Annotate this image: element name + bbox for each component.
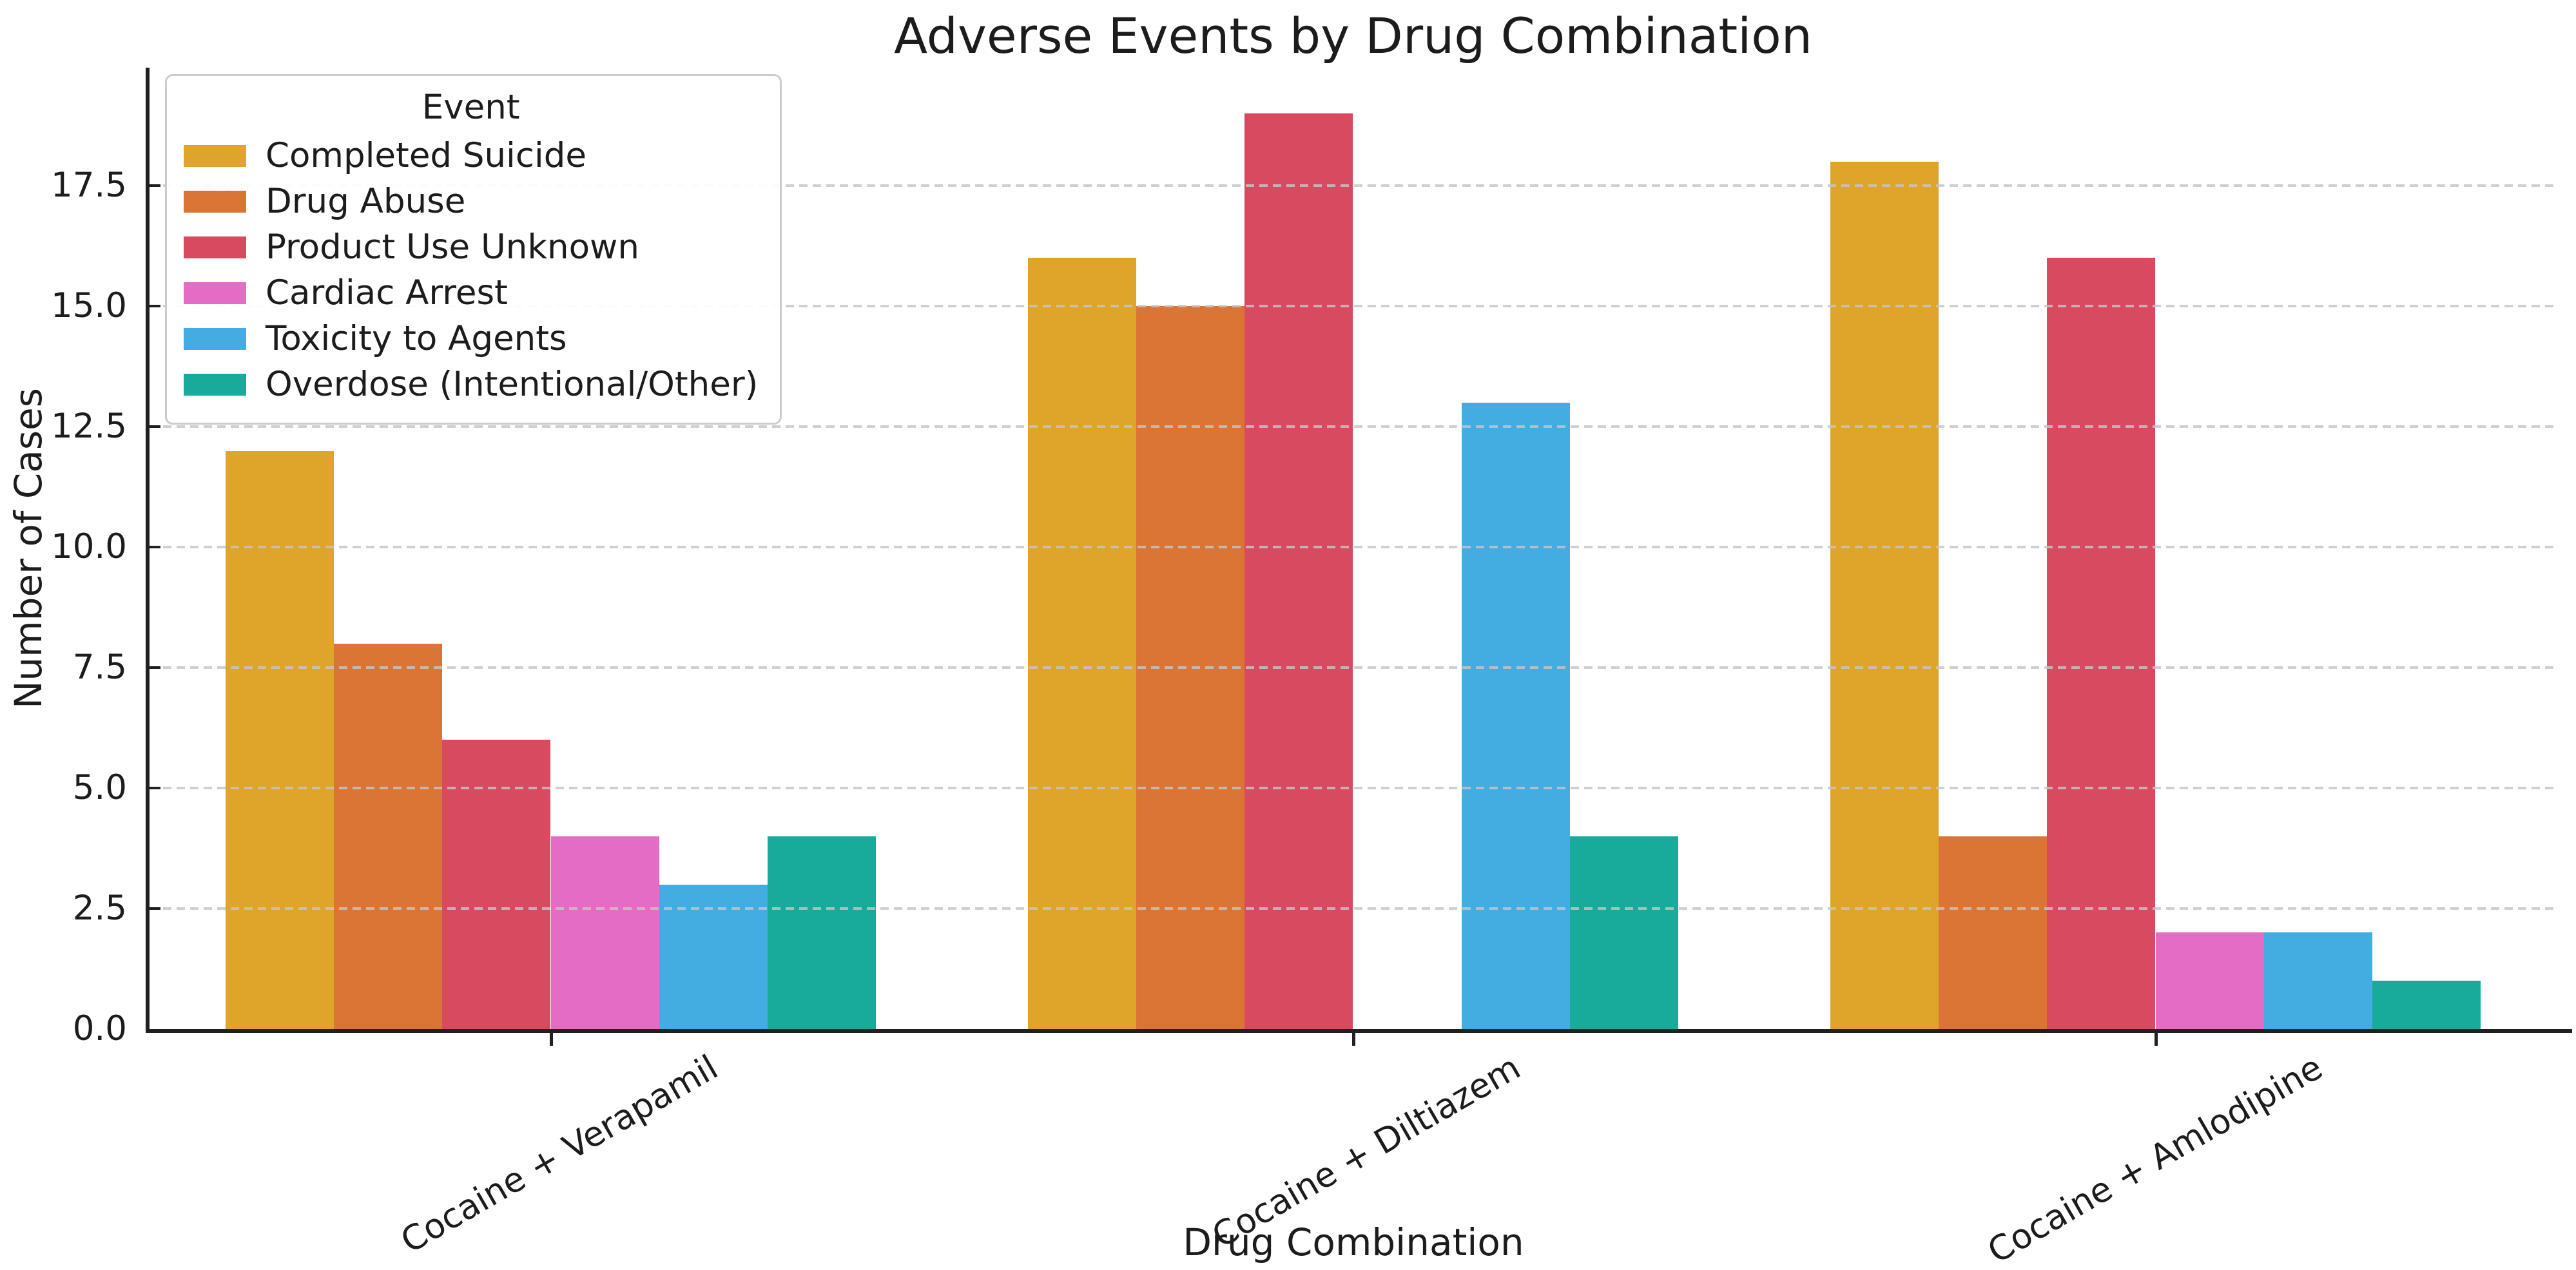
legend-item: Completed Suicide xyxy=(184,133,758,178)
bar xyxy=(442,740,551,1029)
legend-swatch xyxy=(184,327,246,350)
x-tick-label: Cocaine + Verapamil xyxy=(394,1048,725,1262)
y-tick-mark xyxy=(150,425,160,428)
x-tick-mark xyxy=(549,1033,553,1046)
bar-group xyxy=(1754,68,2557,1029)
bar xyxy=(1461,402,1570,1029)
legend-swatch xyxy=(184,282,246,304)
x-tick-label: Cocaine + Amlodipine xyxy=(1981,1048,2330,1270)
y-tick-label: 0.0 xyxy=(72,1009,127,1048)
legend-swatch xyxy=(184,373,246,396)
legend-item: Cardiac Arrest xyxy=(184,270,758,316)
y-tick-label: 7.5 xyxy=(72,648,127,688)
legend-item: Overdose (Intentional/Other) xyxy=(184,361,758,407)
bar xyxy=(226,450,334,1029)
bar xyxy=(767,836,876,1029)
legend-label: Product Use Unknown xyxy=(266,227,639,267)
legend-swatch xyxy=(184,144,246,167)
legend-label: Toxicity to Agents xyxy=(266,319,567,358)
bar xyxy=(550,836,659,1029)
bar xyxy=(2155,932,2264,1029)
legend-items: Completed Suicide Drug Abuse Product Use U… xyxy=(184,133,758,407)
bar xyxy=(1830,161,1939,1029)
legend-label: Cardiac Arrest xyxy=(266,273,508,313)
y-tick-label: 10.0 xyxy=(50,527,127,567)
legend-title: Event xyxy=(421,88,520,127)
bar xyxy=(2263,932,2372,1029)
y-tick-label: 12.5 xyxy=(50,407,127,447)
x-tick-mark xyxy=(2154,1033,2158,1046)
bar xyxy=(659,884,768,1029)
bar xyxy=(334,643,443,1029)
y-tick-label: 5.0 xyxy=(72,768,127,808)
x-tick-mark xyxy=(1351,1033,1355,1046)
y-tick-label: 15.0 xyxy=(50,286,127,326)
y-tick-label: 2.5 xyxy=(72,889,127,928)
y-tick-mark xyxy=(150,787,160,790)
x-axis-label: Drug Combination xyxy=(1183,1220,1524,1264)
chart-title: Adverse Events by Drug Combination xyxy=(894,7,1812,64)
y-tick-mark xyxy=(150,907,160,910)
y-tick-mark xyxy=(150,666,160,669)
legend-swatch xyxy=(184,236,246,258)
legend-label: Drug Abuse xyxy=(266,182,466,221)
y-tick-mark xyxy=(150,184,160,188)
legend: Event Completed Suicide Drug Abuse Product… xyxy=(165,74,782,425)
bar xyxy=(1136,306,1245,1029)
y-tick-mark xyxy=(150,305,160,308)
legend-item: Product Use Unknown xyxy=(184,224,758,270)
legend-label: Completed Suicide xyxy=(266,136,586,175)
bar xyxy=(2047,258,2156,1029)
legend-item: Drug Abuse xyxy=(184,178,758,224)
y-tick-label: 17.5 xyxy=(50,166,127,206)
bar-group xyxy=(952,68,1754,1029)
y-tick-mark xyxy=(150,546,160,549)
legend-label: Overdose (Intentional/Other) xyxy=(266,365,759,404)
bar xyxy=(2372,981,2481,1029)
legend-item: Toxicity to Agents xyxy=(184,316,758,361)
bar xyxy=(1028,258,1137,1029)
bar xyxy=(1939,836,2048,1029)
bar xyxy=(1244,113,1353,1029)
legend-swatch xyxy=(184,190,246,213)
plot-area: 0.0 2.5 5.0 7.5 10.0 12.5 15.0 17.5 Event Compl… xyxy=(51,68,2572,1048)
x-axis-spine xyxy=(146,1029,2572,1033)
y-axis-spine xyxy=(146,68,150,1033)
bar xyxy=(1569,836,1678,1029)
